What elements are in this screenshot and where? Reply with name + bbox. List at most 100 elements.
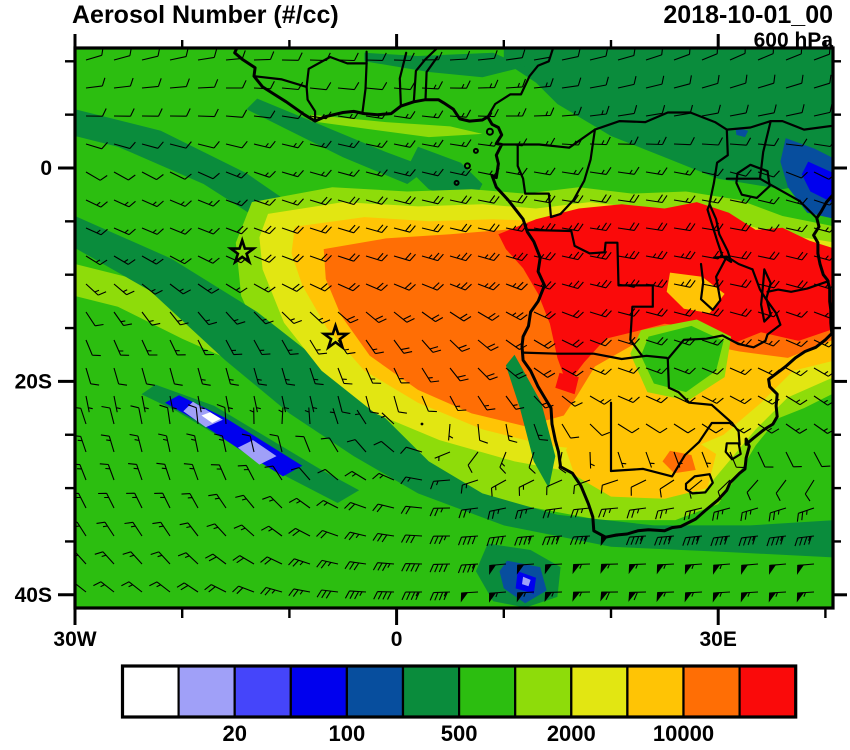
aerosol-region-south-blob-lavender — [522, 576, 531, 587]
barb-staff — [226, 80, 247, 89]
country-border — [666, 357, 734, 425]
barb-staff — [785, 339, 808, 348]
wind-barb — [113, 339, 130, 356]
aerosol-region-filament-white — [201, 412, 221, 423]
wind-barb — [225, 199, 248, 207]
barb-staff — [281, 283, 304, 292]
wind-barb — [421, 252, 444, 262]
wind-barb — [365, 82, 388, 91]
wind-barb — [740, 563, 759, 575]
barb-staff — [113, 141, 136, 150]
wind-barb — [393, 169, 416, 177]
wind-barb — [673, 48, 691, 61]
barb-staff — [288, 497, 311, 509]
wind-barb — [241, 433, 255, 453]
wind-barb — [309, 82, 332, 91]
wind-barb — [141, 227, 164, 235]
barb-staff — [673, 167, 696, 176]
barb-staff — [757, 339, 780, 347]
barb-staff — [197, 395, 205, 413]
barb-staff — [561, 167, 584, 176]
wind-barb — [757, 423, 780, 434]
barb-staff — [401, 563, 423, 572]
wind-barb — [183, 463, 199, 481]
country-border — [724, 442, 742, 461]
barb-staff — [645, 136, 667, 146]
wind-barb — [113, 108, 135, 117]
barb-staff — [365, 339, 384, 355]
barb-staff — [449, 80, 471, 89]
wind-barb — [729, 250, 752, 260]
wind-barb — [757, 196, 780, 205]
wind-barb — [141, 78, 162, 89]
barb-staff — [150, 551, 171, 565]
wind-barb — [785, 138, 808, 147]
wind-barb — [141, 367, 155, 386]
wind-barb — [673, 195, 696, 204]
barb-staff — [505, 423, 518, 443]
wind-barb — [561, 251, 584, 261]
barb-staff — [701, 222, 724, 232]
country-border — [725, 120, 833, 131]
wind-barb — [197, 199, 220, 207]
barb-staff — [785, 423, 808, 434]
barb-staff — [629, 563, 647, 569]
wind-barb — [344, 470, 367, 481]
wind-barb — [712, 563, 731, 575]
wind-barb — [225, 171, 248, 179]
barb-staff — [813, 74, 832, 89]
wind-barb — [225, 109, 248, 118]
wind-barb — [673, 423, 696, 434]
barb-staff — [645, 395, 668, 404]
wind-barb — [600, 563, 619, 574]
wind-barb — [401, 591, 423, 601]
barb-staff — [785, 104, 805, 117]
wind-barb — [757, 104, 777, 117]
barb-staff — [505, 339, 528, 350]
wind-barb — [85, 171, 108, 181]
barb-staff — [741, 563, 759, 566]
barb-staff — [237, 464, 255, 481]
wind-barb — [701, 395, 724, 404]
wind-barb — [449, 168, 472, 177]
wind-barb — [401, 563, 423, 572]
aerosol-region-east-blue-speck — [735, 127, 749, 138]
barb-staff — [533, 167, 556, 176]
barb-staff — [617, 194, 640, 203]
country-border — [766, 280, 830, 293]
barb-staff — [316, 559, 339, 569]
barb-staff — [701, 74, 720, 89]
wind-barb — [701, 338, 724, 346]
barb-staff — [589, 222, 612, 232]
country-border — [412, 48, 439, 103]
wind-barb — [393, 339, 413, 354]
barb-staff — [337, 52, 359, 62]
wind-barb — [309, 140, 332, 149]
wind-barb — [645, 136, 667, 146]
wind-barb — [169, 171, 192, 180]
barb-staff — [253, 198, 276, 206]
barb-staff — [645, 250, 668, 260]
wind-barb — [281, 170, 304, 178]
wind-barb — [645, 395, 668, 404]
wind-barb — [542, 507, 563, 519]
wind-barb — [449, 80, 471, 89]
barb-staff — [589, 251, 612, 260]
wind-barb — [421, 195, 444, 205]
barb-staff — [122, 551, 143, 565]
barb-staff — [197, 199, 220, 207]
barb-staff — [337, 282, 360, 292]
barb-staff — [429, 507, 451, 517]
barb-staff — [214, 433, 227, 453]
wind-barb — [365, 311, 387, 323]
wind-barb — [467, 451, 479, 473]
colorbar-cell — [289, 664, 348, 719]
barb-staff — [561, 194, 584, 204]
barb-staff — [309, 395, 318, 413]
barb-staff — [253, 311, 274, 325]
wind-barb — [253, 395, 261, 413]
wind-barb — [757, 251, 780, 260]
barb-staff — [232, 555, 255, 565]
barb-staff — [253, 254, 276, 263]
